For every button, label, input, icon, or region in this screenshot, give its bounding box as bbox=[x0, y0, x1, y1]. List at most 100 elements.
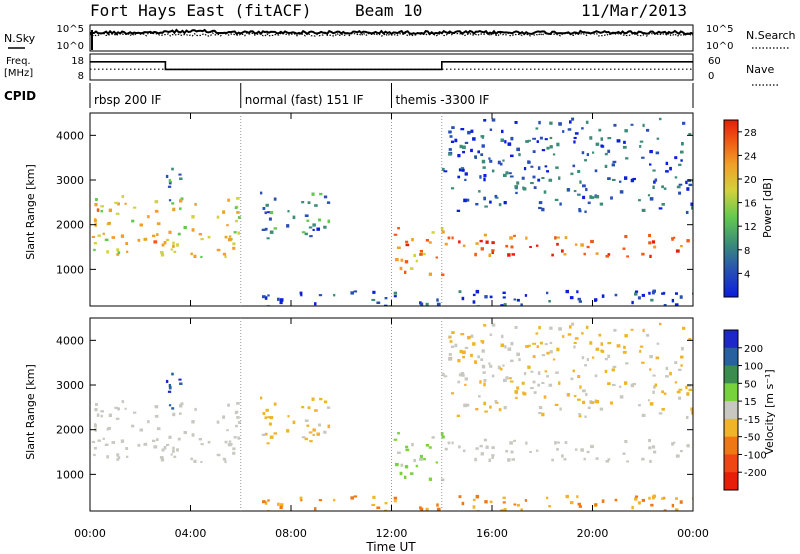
power-cell bbox=[678, 163, 682, 166]
power-cell bbox=[675, 292, 678, 295]
power-cell bbox=[537, 178, 541, 182]
velocity-cell bbox=[200, 460, 203, 463]
freq-panel-frame bbox=[89, 53, 694, 81]
power-cell bbox=[491, 241, 495, 245]
power-cell bbox=[489, 295, 493, 299]
velocity-cell bbox=[448, 357, 452, 361]
power-cell bbox=[404, 270, 407, 274]
velocity-cell bbox=[237, 436, 241, 440]
power-cell bbox=[599, 202, 604, 206]
velocity-colorbar-segment bbox=[724, 330, 738, 349]
velocity-cell bbox=[234, 411, 238, 415]
power-cell bbox=[318, 218, 321, 222]
radar-title: Fort Hays East (fitACF) bbox=[90, 1, 312, 20]
power-cell bbox=[457, 154, 461, 158]
power-cell bbox=[475, 289, 480, 294]
velocity-cell bbox=[674, 381, 678, 384]
power-cell bbox=[648, 233, 651, 238]
power-cell bbox=[508, 172, 512, 175]
power-cell bbox=[479, 175, 482, 179]
power-cell bbox=[236, 197, 240, 200]
y-tick-label: 2000 bbox=[56, 424, 84, 437]
velocity-colorbar-segment bbox=[724, 383, 738, 402]
power-cell bbox=[614, 293, 618, 297]
power-cell bbox=[425, 239, 429, 242]
power-cell bbox=[191, 228, 195, 232]
velocity-cell bbox=[168, 385, 172, 390]
power-cell bbox=[273, 227, 278, 230]
power-cell bbox=[441, 230, 445, 234]
power-cell bbox=[301, 231, 306, 234]
power-cell bbox=[583, 252, 586, 256]
velocity-cell bbox=[554, 403, 559, 406]
freq-tick-top: 18 bbox=[71, 56, 84, 67]
power-cell bbox=[267, 211, 270, 214]
velocity-cell bbox=[180, 402, 184, 406]
velocity-cell bbox=[126, 455, 129, 458]
y-tick-label: 4000 bbox=[56, 129, 84, 142]
velocity-cell bbox=[680, 355, 684, 359]
velocity-cell bbox=[556, 441, 560, 444]
power-cell bbox=[656, 137, 660, 140]
noise-sky-line bbox=[89, 28, 694, 36]
velocity-cell bbox=[516, 386, 520, 390]
velocity-cell bbox=[474, 360, 477, 364]
velocity-cell bbox=[680, 450, 683, 453]
velocity-cell bbox=[551, 458, 554, 462]
power-cell bbox=[96, 208, 100, 212]
power-cell bbox=[428, 272, 432, 276]
velocity-cell bbox=[690, 407, 693, 411]
power-cell bbox=[481, 144, 485, 148]
power-colorbar bbox=[723, 119, 739, 298]
velocity-cell bbox=[529, 451, 532, 453]
velocity-cell bbox=[172, 450, 175, 453]
power-cell bbox=[316, 227, 320, 231]
power-cell bbox=[198, 233, 202, 236]
y-tick-label: 1000 bbox=[56, 468, 84, 481]
velocity-cell bbox=[153, 445, 158, 449]
power-cell bbox=[569, 296, 574, 300]
power-cell bbox=[674, 303, 679, 306]
velocity-cell bbox=[562, 335, 565, 338]
power-cell bbox=[532, 175, 536, 179]
velocity-cell bbox=[598, 333, 602, 337]
power-cell bbox=[224, 235, 228, 239]
velocity-cell bbox=[641, 457, 645, 461]
velocity-cell bbox=[166, 443, 170, 446]
power-colorbar-tick-label: 12 bbox=[744, 222, 757, 233]
power-cell bbox=[451, 236, 454, 240]
power-cell bbox=[120, 234, 125, 238]
power-cell bbox=[419, 249, 423, 253]
power-cell bbox=[674, 156, 678, 160]
power-cell bbox=[170, 248, 173, 251]
power-cell bbox=[94, 218, 97, 222]
velocity-cell bbox=[116, 458, 120, 461]
power-cell bbox=[541, 177, 545, 179]
velocity-cell bbox=[300, 498, 303, 502]
power-cell bbox=[117, 251, 121, 255]
velocity-cell bbox=[264, 501, 268, 505]
power-cell bbox=[179, 207, 182, 210]
power-cell bbox=[384, 304, 388, 306]
power-cell bbox=[536, 140, 539, 143]
power-cell bbox=[308, 226, 313, 229]
power-cell bbox=[95, 198, 98, 201]
velocity-cell bbox=[451, 441, 454, 445]
velocity-colorbar-frame bbox=[723, 329, 739, 491]
velocity-cell bbox=[93, 447, 97, 450]
power-cell bbox=[685, 210, 689, 214]
power-cell bbox=[611, 163, 615, 167]
power-cell bbox=[580, 243, 584, 247]
velocity-cell bbox=[513, 439, 516, 442]
power-cell bbox=[273, 197, 277, 201]
velocity-cell bbox=[457, 359, 461, 363]
velocity-cell bbox=[147, 420, 150, 424]
velocity-cell bbox=[115, 417, 120, 420]
power-cell bbox=[578, 300, 582, 303]
velocity-ylabel: Slant Range [km] bbox=[24, 364, 37, 460]
velocity-cell bbox=[485, 445, 489, 449]
velocity-cell bbox=[625, 362, 629, 365]
power-cell bbox=[548, 300, 551, 303]
power-cell bbox=[399, 266, 403, 271]
velocity-cell bbox=[489, 364, 493, 368]
